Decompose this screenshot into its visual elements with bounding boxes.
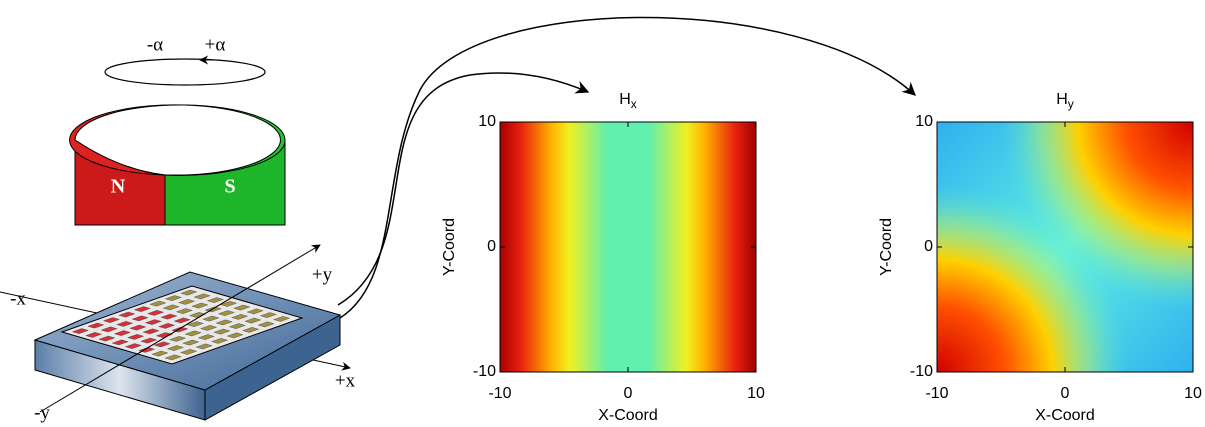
- pad: [147, 310, 165, 316]
- pad: [124, 343, 142, 349]
- axis-minus-y: -y: [34, 402, 50, 423]
- pad: [189, 312, 207, 318]
- heatmap-hx: [500, 122, 756, 372]
- x-tick-label: -10: [925, 385, 948, 402]
- pad: [233, 304, 251, 311]
- magnet-north-top: [69, 104, 186, 176]
- y-label: Y-Coord: [878, 218, 895, 276]
- pad: [213, 328, 231, 335]
- magnet-north-label: N: [111, 176, 126, 198]
- title-main: H: [1056, 91, 1068, 108]
- pad: [100, 326, 118, 333]
- y-label: Y-Coord: [441, 218, 458, 276]
- pad: [180, 289, 198, 296]
- pad: [129, 324, 147, 331]
- heatmap-hy-bottom: [937, 122, 1193, 372]
- pad: [242, 327, 260, 333]
- pad: [197, 334, 215, 340]
- pad: [202, 315, 220, 322]
- y-tick-label: 0: [924, 238, 933, 255]
- pad: [144, 319, 162, 325]
- rotation-minus: -α: [147, 34, 163, 55]
- rotation-ring: [104, 58, 266, 86]
- arrow-hy: [339, 16, 916, 319]
- pad: [215, 319, 233, 326]
- pad: [193, 293, 211, 300]
- axis-plus-x: +x: [335, 370, 356, 391]
- pad: [257, 321, 275, 328]
- pad: [133, 306, 151, 312]
- pad: [228, 323, 246, 329]
- pad: [175, 308, 193, 314]
- pad: [217, 310, 235, 316]
- x-label: X-Coord: [598, 407, 658, 424]
- pad: [182, 339, 200, 346]
- pad: [184, 330, 202, 337]
- pad: [164, 354, 182, 361]
- pad: [246, 308, 264, 315]
- pad: [127, 334, 145, 340]
- pad: [153, 341, 171, 348]
- pad: [142, 328, 160, 335]
- pad: [162, 304, 180, 311]
- pad: [191, 302, 209, 309]
- pad: [151, 350, 169, 357]
- x-tick-label: 0: [624, 385, 633, 402]
- pad: [98, 335, 116, 342]
- pad: [113, 330, 131, 336]
- y-tick-label: -10: [473, 363, 496, 380]
- title-sub: y: [1068, 97, 1074, 111]
- pad: [166, 345, 184, 351]
- x-tick-label: -10: [488, 385, 511, 402]
- pad: [200, 325, 218, 331]
- pad: [244, 317, 262, 324]
- pad: [206, 297, 224, 303]
- pad: [178, 299, 196, 305]
- y-tick-label: 0: [487, 238, 496, 255]
- y-tick-label: 10: [915, 113, 933, 130]
- pad: [87, 322, 105, 329]
- y-axis: [39, 244, 321, 413]
- x-tick-label: 10: [1184, 385, 1202, 402]
- pad: [226, 332, 244, 339]
- pad: [118, 311, 136, 318]
- plot-title: Hy: [1056, 91, 1074, 111]
- magnet-south-label: S: [224, 176, 235, 198]
- pad: [211, 338, 229, 344]
- pad: [180, 349, 198, 355]
- pad: [155, 332, 173, 338]
- pad: [131, 315, 149, 322]
- pad: [220, 301, 238, 307]
- plot-title: Hx: [619, 91, 637, 111]
- title-main: H: [619, 91, 631, 108]
- pad: [259, 312, 277, 318]
- x-tick-label: 0: [1061, 385, 1070, 402]
- pad: [102, 317, 120, 323]
- pad: [85, 332, 103, 338]
- pad: [169, 336, 187, 342]
- pad: [186, 321, 204, 327]
- pad: [149, 300, 167, 307]
- x-tick-label: 10: [747, 385, 765, 402]
- pad: [195, 343, 213, 350]
- y-tick-label: 10: [478, 113, 496, 130]
- magnet-south-top: [164, 104, 286, 176]
- pad: [173, 317, 191, 324]
- rotation-plus: +α: [205, 34, 226, 55]
- pad: [273, 316, 291, 322]
- pad: [231, 314, 249, 320]
- pad: [71, 328, 89, 334]
- pad: [140, 337, 158, 344]
- title-sub: x: [631, 97, 637, 111]
- x-label: X-Coord: [1035, 407, 1095, 424]
- pad: [111, 339, 129, 346]
- y-tick-label: -10: [910, 363, 933, 380]
- pad: [160, 313, 178, 320]
- axis-plus-y: +y: [312, 264, 333, 285]
- pad: [164, 295, 182, 301]
- axis-minus-x: -x: [10, 288, 26, 309]
- pad: [116, 321, 134, 327]
- pad: [158, 323, 176, 329]
